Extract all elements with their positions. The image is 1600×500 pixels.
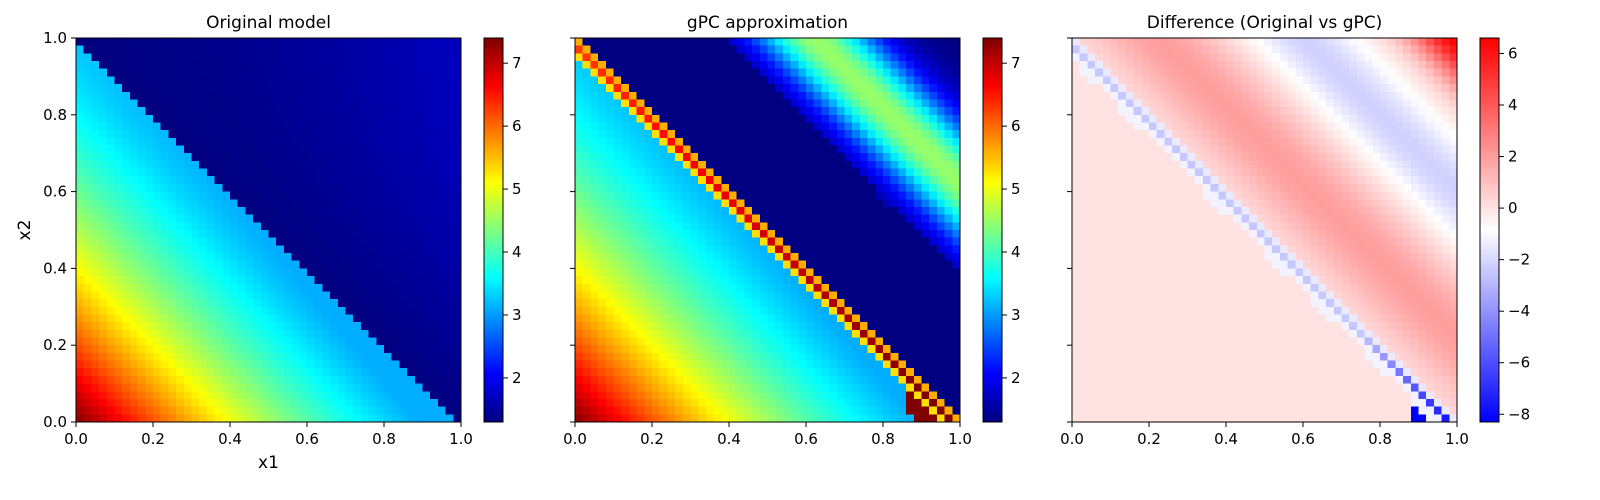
heatmap-image <box>1072 38 1457 422</box>
y-tick-label: 0.0 <box>43 413 67 431</box>
panel-1: Original model 0.0 0.2 0.4 0.6 0.8 1.0 0.0 0.2 0.… <box>15 13 522 473</box>
colorbar-tick-label: 7 <box>1011 54 1021 72</box>
x-tick-label: 1.0 <box>948 430 972 448</box>
x-tick-label: 0.8 <box>372 430 396 448</box>
heatmap-images <box>76 38 1457 422</box>
panel-title: Difference (Original vs gPC) <box>1147 13 1382 33</box>
colorbar-gradient <box>484 38 503 422</box>
heatmap-image <box>76 38 461 422</box>
colorbar: 2 3 4 5 6 7 <box>483 37 522 423</box>
colorbar-gradient <box>983 38 1002 422</box>
x-tick-label: 0.0 <box>1060 430 1084 448</box>
x-tick-label: 0.6 <box>295 430 319 448</box>
colorbar: 6 4 2 0 −2 −4 −6 −8 <box>1479 37 1530 423</box>
x-axis-label: x1 <box>258 453 279 473</box>
x-tick-label: 0.0 <box>64 430 88 448</box>
colorbar-tick-label: 6 <box>1011 117 1021 135</box>
colorbar-tick-label: 2 <box>1011 369 1021 387</box>
panel-title: gPC approximation <box>687 13 848 33</box>
y-tick-label: 1.0 <box>43 29 67 47</box>
x-tick-label: 1.0 <box>1445 430 1469 448</box>
panel-title: Original model <box>206 13 331 33</box>
heatmap-image <box>575 38 960 422</box>
colorbar-frame <box>483 37 504 423</box>
panels: Original model 0.0 0.2 0.4 0.6 0.8 1.0 0.0 0.2 0.… <box>15 13 1530 473</box>
colorbar-tick-label: 3 <box>512 306 522 324</box>
y-axis-label: x2 <box>15 220 35 241</box>
colorbar-tick-label: 2 <box>1508 148 1518 166</box>
y-tick-label: 0.4 <box>43 259 67 277</box>
x-tick-label: 1.0 <box>449 430 473 448</box>
colorbar-frame <box>982 37 1003 423</box>
colorbar-tick-label: 6 <box>1508 44 1518 62</box>
colorbar-frame <box>1479 37 1500 423</box>
colorbar-tick-label: −4 <box>1508 302 1530 320</box>
plot-frame <box>574 37 961 423</box>
colorbar-tick-label: 2 <box>512 369 522 387</box>
x-tick-label: 0.8 <box>871 430 895 448</box>
colorbar: 2 3 4 5 6 7 <box>982 37 1021 423</box>
x-tick-label: 0.8 <box>1368 430 1392 448</box>
x-tick-label: 0.4 <box>218 430 242 448</box>
colorbar-tick-label: 6 <box>512 117 522 135</box>
y-tick-label: 0.2 <box>43 336 67 354</box>
colorbar-tick-label: 0 <box>1508 199 1518 217</box>
x-tick-label: 0.6 <box>794 430 818 448</box>
colorbar-tick-label: 5 <box>1011 180 1021 198</box>
colorbar-tick-label: −2 <box>1508 251 1530 269</box>
colorbar-tick-label: 5 <box>512 180 522 198</box>
x-tick-label: 0.2 <box>141 430 165 448</box>
colorbar-tick-label: 4 <box>512 243 522 261</box>
x-tick-label: 0.4 <box>1214 430 1238 448</box>
plot-frame <box>75 37 462 423</box>
colorbar-tick-label: 4 <box>1508 96 1518 114</box>
colorbar-tick-label: −8 <box>1508 405 1530 423</box>
panel-2: gPC approximation 0.0 0.2 0.4 0.6 0.8 1.0 2 3 4 5 6… <box>563 13 1020 448</box>
y-tick-label: 0.8 <box>43 106 67 124</box>
colorbar-tick-label: 4 <box>1011 243 1021 261</box>
colorbar-tick-label: 3 <box>1011 306 1021 324</box>
x-tick-label: 0.0 <box>563 430 587 448</box>
colorbar-tick-label: −6 <box>1508 354 1530 372</box>
y-tick-label: 0.6 <box>43 183 67 201</box>
x-tick-label: 0.2 <box>1137 430 1161 448</box>
colorbar-gradient <box>1480 38 1499 422</box>
x-tick-label: 0.6 <box>1291 430 1315 448</box>
x-tick-label: 0.4 <box>717 430 741 448</box>
x-tick-label: 0.2 <box>640 430 664 448</box>
plot-frame <box>1071 37 1458 423</box>
panel-3: Difference (Original vs gPC) 0.0 0.2 0.4 0.6… <box>1060 13 1530 448</box>
colorbar-tick-label: 7 <box>512 54 522 72</box>
